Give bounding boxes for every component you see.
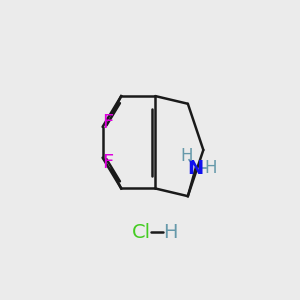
Text: N: N: [188, 159, 204, 178]
Text: F: F: [102, 113, 114, 132]
Text: Cl: Cl: [132, 223, 151, 242]
Text: F: F: [102, 153, 114, 172]
Text: H: H: [164, 223, 178, 242]
Text: H: H: [180, 147, 193, 165]
Text: H: H: [205, 159, 217, 177]
